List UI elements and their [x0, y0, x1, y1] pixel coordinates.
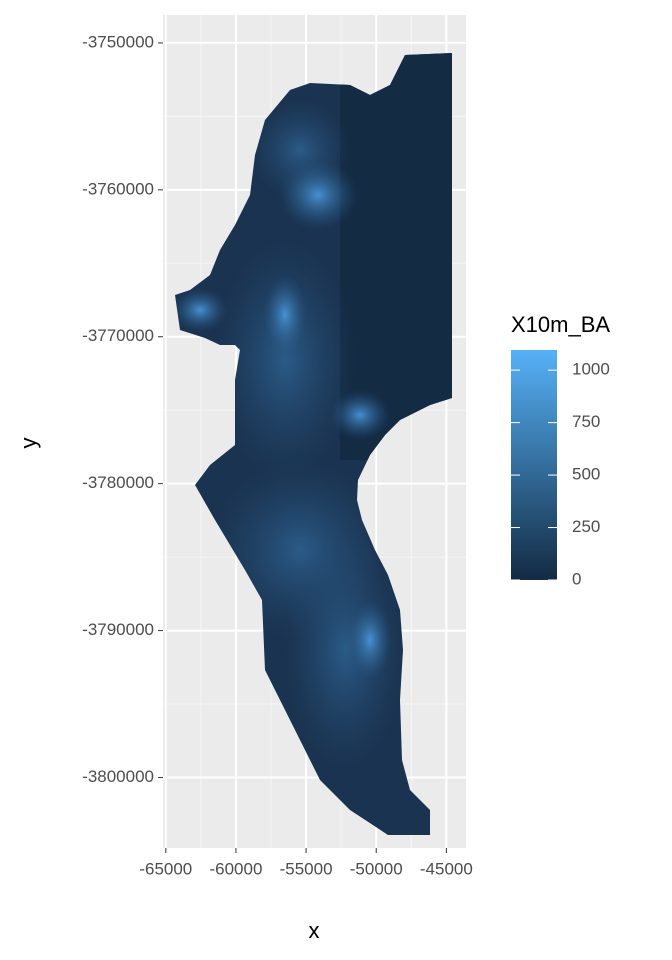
y-tick-label: -3760000	[82, 179, 154, 198]
x-tick-label: -45000	[420, 859, 473, 878]
raster-peak	[175, 288, 228, 332]
y-axis-title: y	[16, 438, 41, 449]
x-tick-label: -60000	[209, 859, 262, 878]
legend-title: X10m_BA	[511, 312, 610, 337]
y-tick-label: -3780000	[82, 473, 154, 492]
raster-peak	[263, 275, 307, 355]
legend-tick-label: 0	[572, 569, 581, 588]
y-tick-label: -3790000	[82, 620, 154, 639]
raster-peak	[278, 160, 358, 230]
raster-highland	[285, 530, 405, 770]
y-tick-label: -3800000	[82, 767, 154, 786]
raster-peak	[348, 600, 392, 680]
legend-tick-label: 750	[572, 412, 600, 431]
y-tick-label: -3750000	[82, 32, 154, 51]
x-tick-label: -50000	[350, 859, 403, 878]
legend-tick-label: 500	[572, 465, 600, 484]
y-tick-label: -3770000	[82, 326, 154, 345]
x-tick-label: -55000	[280, 859, 333, 878]
x-tick-label: -65000	[139, 859, 192, 878]
x-axis-title: x	[309, 918, 320, 943]
legend-tick-label: 1000	[572, 360, 610, 379]
raster-highland	[215, 240, 355, 480]
legend-tick-label: 250	[572, 517, 600, 536]
colorbar	[511, 350, 557, 580]
raster-peak	[330, 390, 390, 440]
